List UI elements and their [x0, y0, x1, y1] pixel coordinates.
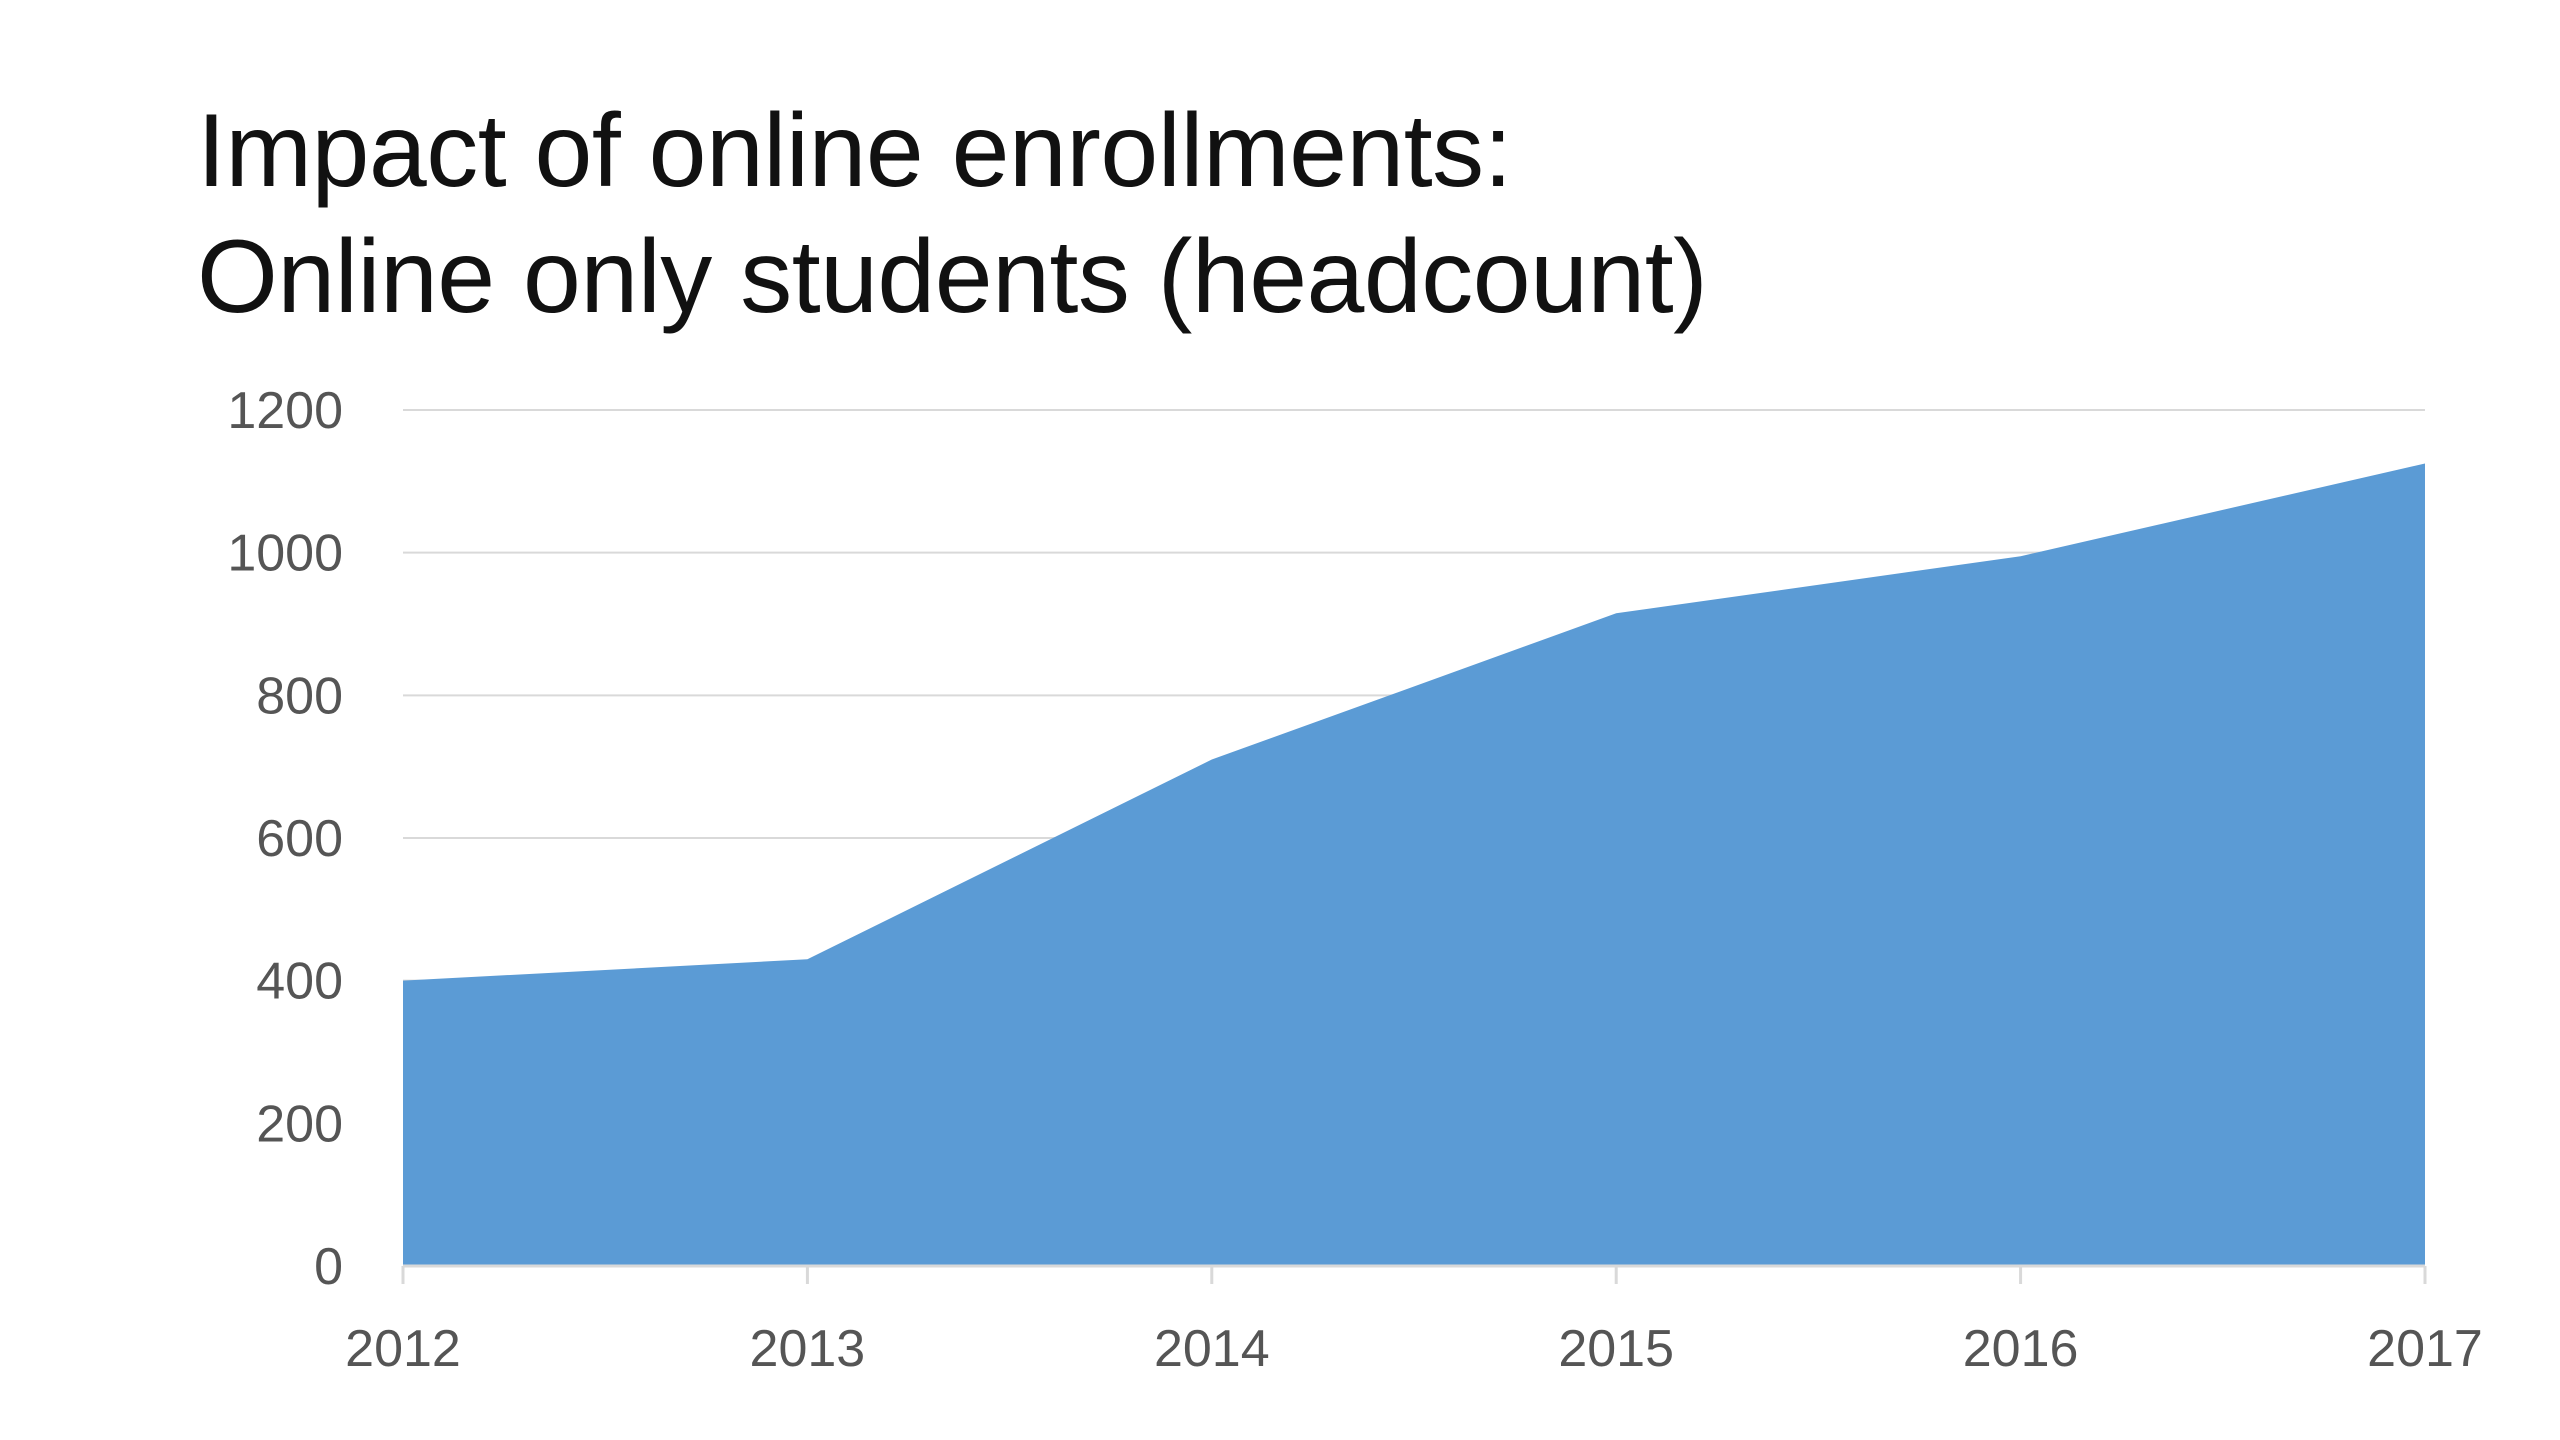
x-tick-label-2017: 2017 — [2367, 1320, 2483, 1378]
slide-title: Impact of online enrollments: Online onl… — [197, 88, 1708, 340]
y-axis-tick-labels: 0 200 400 600 800 1000 1200 — [227, 382, 343, 1296]
x-tick-label-2015: 2015 — [1558, 1320, 1674, 1378]
y-tick-label-400: 400 — [256, 953, 343, 1011]
y-tick-label-0: 0 — [314, 1238, 343, 1296]
x-axis-tick-labels: 2012 2013 2014 2015 2016 2017 — [345, 1320, 2483, 1378]
x-tick-label-2012: 2012 — [345, 1320, 461, 1378]
area-series-0 — [403, 463, 2425, 1266]
area-series — [402, 463, 2426, 1266]
x-tick-label-2014: 2014 — [1154, 1320, 1270, 1378]
y-tick-label-200: 200 — [256, 1095, 343, 1153]
y-tick-label-800: 800 — [256, 667, 343, 725]
x-tick-label-2016: 2016 — [1963, 1320, 2079, 1378]
y-tick-label-600: 600 — [256, 810, 343, 868]
slide-title-line-2: Online only students (headcount) — [197, 219, 1708, 335]
x-tick-label-2013: 2013 — [750, 1320, 866, 1378]
y-tick-label-1000: 1000 — [227, 525, 343, 583]
x-axis — [401, 1264, 2427, 1284]
y-tick-label-1200: 1200 — [227, 382, 343, 440]
slide-title-line-1: Impact of online enrollments: — [197, 93, 1513, 209]
